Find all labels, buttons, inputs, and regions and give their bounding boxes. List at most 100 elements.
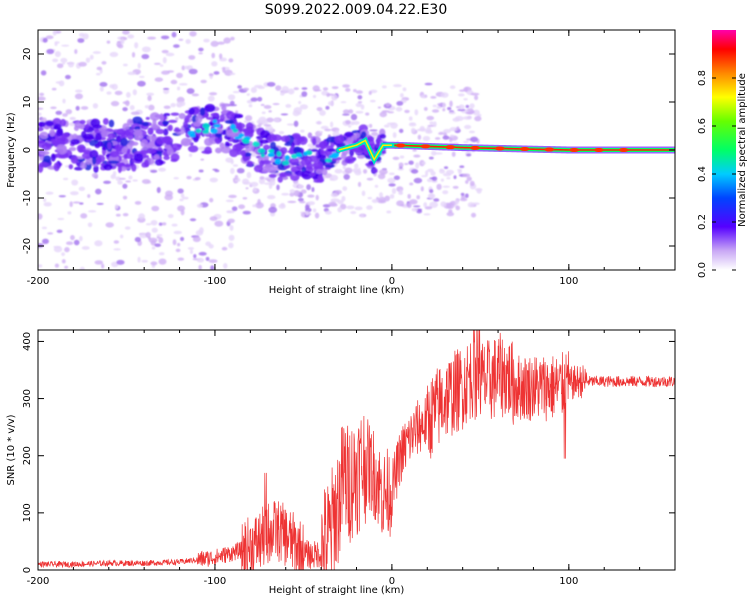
noise-speckle: [229, 100, 235, 106]
noise-speckle: [41, 238, 49, 245]
noise-speckle: [426, 115, 435, 121]
noise-speckle: [268, 110, 272, 113]
noise-speckle: [158, 222, 163, 226]
spectrum-y-tick-label: -20: [22, 238, 33, 254]
noise-speckle: [469, 103, 475, 109]
transition-core: [338, 139, 392, 162]
noise-speckle: [250, 87, 257, 94]
noise-speckle: [246, 171, 252, 179]
noise-speckle: [331, 86, 339, 90]
noise-speckle: [231, 206, 238, 212]
band-blob: [76, 144, 86, 153]
noise-speckle: [261, 111, 266, 115]
noise-speckle: [307, 194, 315, 198]
noise-speckle: [430, 171, 436, 176]
band-blob: [80, 161, 87, 170]
band-blob: [159, 113, 164, 122]
noise-speckle: [325, 105, 330, 110]
band-blob: [49, 129, 56, 137]
band-blob: [134, 126, 141, 131]
noise-speckle: [408, 116, 413, 121]
noise-speckle: [230, 167, 235, 175]
noise-speckle: [113, 248, 121, 251]
noise-speckle: [78, 61, 87, 67]
noise-speckle: [415, 162, 420, 169]
noise-speckle: [316, 107, 323, 112]
noise-speckle: [313, 89, 322, 92]
noise-speckle: [89, 54, 94, 60]
band-blob: [95, 132, 102, 141]
noise-speckle: [120, 38, 125, 45]
noise-speckle: [173, 44, 180, 48]
noise-speckle: [432, 104, 437, 108]
noise-speckle: [423, 213, 431, 216]
noise-speckle: [466, 176, 472, 182]
noise-speckle: [61, 44, 70, 47]
noise-speckle: [250, 151, 256, 157]
carrier-hotspot: [519, 147, 530, 151]
band-blob: [170, 112, 180, 116]
noise-speckle: [446, 211, 455, 217]
noise-speckle: [452, 185, 459, 189]
noise-speckle: [156, 234, 163, 237]
noise-speckle: [54, 50, 61, 58]
noise-speckle: [232, 164, 239, 167]
noise-speckle: [62, 113, 68, 117]
noise-speckle: [194, 176, 201, 181]
noise-speckle: [134, 236, 142, 243]
noise-speckle: [281, 192, 290, 196]
band-blob: [246, 160, 253, 167]
noise-speckle: [424, 82, 433, 86]
noise-speckle: [379, 111, 387, 118]
noise-speckle: [384, 195, 390, 202]
noise-speckle: [242, 210, 251, 215]
noise-speckle: [151, 205, 160, 212]
band-blob: [149, 140, 156, 144]
noise-speckle: [467, 202, 475, 208]
noise-speckle: [228, 58, 234, 63]
noise-speckle: [243, 120, 249, 124]
noise-speckle: [327, 101, 334, 106]
band-blob: [220, 103, 232, 107]
spectrum-x-tick-label: -100: [204, 276, 227, 287]
noise-speckle: [191, 93, 200, 97]
noise-speckle: [228, 194, 237, 199]
noise-speckle: [211, 61, 218, 67]
noise-speckle: [225, 157, 234, 163]
noise-speckle: [177, 242, 181, 247]
noise-speckle: [466, 153, 472, 157]
noise-speckle: [289, 189, 296, 194]
band-blob: [38, 150, 50, 156]
band-blob: [310, 148, 319, 152]
noise-speckle: [127, 71, 137, 76]
noise-speckle: [330, 192, 339, 198]
noise-speckle: [145, 231, 151, 238]
noise-speckle: [198, 52, 203, 55]
noise-speckle: [171, 223, 178, 227]
noise-speckle: [242, 178, 250, 185]
noise-speckle: [293, 107, 303, 114]
noise-speckle: [60, 57, 68, 63]
noise-speckle: [137, 62, 141, 69]
noise-speckle: [301, 87, 308, 90]
ridge-highlight: [187, 130, 196, 136]
band-blob: [126, 118, 134, 126]
noise-speckle: [139, 233, 148, 239]
noise-speckle: [278, 203, 286, 209]
noise-speckle: [389, 194, 395, 199]
carrier-hotspot: [494, 146, 505, 151]
noise-speckle: [211, 52, 216, 59]
band-blob: [121, 147, 128, 154]
noise-speckle: [209, 92, 218, 96]
noise-speckle: [180, 193, 185, 199]
band-blob: [312, 160, 324, 170]
noise-speckle: [137, 256, 141, 263]
noise-speckle: [404, 109, 410, 114]
colorbar-tick-label: 0.0: [697, 262, 708, 278]
noise-speckle: [198, 264, 202, 270]
noise-speckle: [455, 205, 461, 211]
noise-speckle: [449, 126, 458, 132]
band-blob: [120, 137, 128, 147]
noise-speckle: [147, 95, 152, 102]
noise-speckle: [363, 169, 368, 174]
